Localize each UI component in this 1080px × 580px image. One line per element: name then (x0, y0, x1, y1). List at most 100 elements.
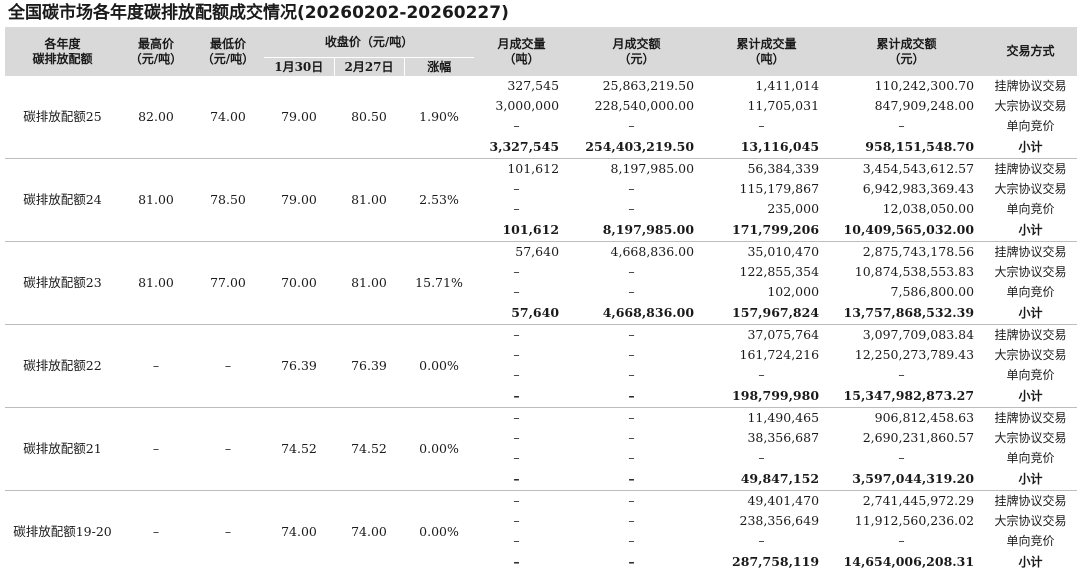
trade-mode: 小计 (1018, 223, 1043, 237)
subtotal-row: – – 49,847,152 3,597,044,319.20 小计 (5, 468, 1077, 491)
table-row: 碳排放配额22 – – 76.39 76.39 0.00% – – 37,075,764 3,09… (5, 325, 1077, 373)
cum-amount: 3,454,543,612.57 (862, 161, 975, 176)
table-row: 碳排放配额23 81.00 77.00 70.00 81.00 15.71% 57,640 4… (5, 242, 1077, 290)
month-volume: – (513, 493, 520, 508)
month-volume: – (513, 367, 520, 382)
trade-mode: 挂牌协议交易 (994, 494, 1067, 508)
header-month-amount: 月成交额 （元） (569, 27, 705, 76)
trade-mode: 大宗协议交易 (994, 265, 1067, 279)
year-label: 碳排放配额21 (23, 441, 102, 456)
trade-mode: 单向竞价 (1006, 119, 1055, 133)
subtotal-row: – – 198,799,980 15,347,982,873.27 小计 (5, 385, 1077, 408)
month-volume: – (513, 388, 520, 403)
month-amount: 8,197,985.00 (610, 161, 695, 176)
header-close: 收盘价（元/吨） (264, 27, 475, 58)
cum-volume: 13,116,045 (740, 139, 820, 154)
month-amount: 4,668,836.00 (602, 305, 695, 320)
cum-amount: 7,586,800.00 (890, 284, 975, 299)
year-label: 碳排放配额19-20 (13, 524, 112, 539)
trade-mode: 小计 (1018, 555, 1043, 569)
cum-volume: 11,705,031 (747, 98, 820, 113)
month-amount: – (628, 430, 635, 445)
cum-volume: 171,799,206 (732, 222, 820, 237)
group-1: 碳排放配额24 81.00 78.50 79.00 81.00 2.53% 101,612 8… (5, 159, 1078, 242)
month-volume: – (513, 410, 520, 425)
cum-volume: – (758, 118, 765, 133)
change-pct: 1.90% (419, 109, 459, 124)
month-amount: – (628, 264, 635, 279)
group-2: 碳排放配额23 81.00 77.00 70.00 81.00 15.71% 57,640 4… (5, 242, 1078, 325)
cum-amount: 13,757,868,532.39 (843, 305, 975, 320)
high-price: 81.00 (138, 192, 174, 207)
close-feb27: 74.00 (351, 524, 387, 539)
cum-amount: 2,875,743,178.56 (862, 244, 975, 259)
month-volume: – (513, 450, 520, 465)
month-amount: – (628, 533, 635, 548)
trade-mode: 大宗协议交易 (994, 99, 1067, 113)
high-price: – (152, 358, 160, 373)
close-jan30: 79.00 (281, 192, 317, 207)
cum-volume: 157,967,824 (732, 305, 820, 320)
month-amount: – (628, 388, 635, 403)
cum-amount: – (898, 450, 905, 465)
cum-volume: 49,847,152 (740, 471, 820, 486)
month-amount: – (628, 513, 635, 528)
trade-mode: 大宗协议交易 (994, 348, 1067, 362)
header-month-volume: 月成交量 （吨） (474, 27, 570, 76)
table-row: – – 38,356,687 2,690,231,860.57 大宗协议交易 (5, 428, 1077, 448)
cum-amount: 15,347,982,873.27 (843, 388, 975, 403)
month-volume: – (513, 264, 520, 279)
month-volume: – (513, 533, 520, 548)
year-label: 碳排放配额25 (23, 109, 102, 124)
header-close-d1: 1月30日 (264, 57, 334, 76)
cum-volume: 102,000 (767, 284, 820, 299)
table-row: – – 235,000 12,038,050.00 单向竞价 (5, 199, 1077, 219)
high-price: 81.00 (138, 275, 174, 290)
cum-volume: 115,179,867 (739, 181, 820, 196)
cum-amount: 12,038,050.00 (882, 201, 975, 216)
month-volume: – (513, 471, 520, 486)
cum-amount: 958,151,548.70 (865, 139, 975, 154)
high-price: – (152, 524, 160, 539)
group-3: 碳排放配额22 – – 76.39 76.39 0.00% – – 37,075,764 3,09… (5, 325, 1078, 408)
close-jan30: 74.00 (281, 524, 317, 539)
month-volume: – (513, 201, 520, 216)
subtotal-row: 101,612 8,197,985.00 171,799,206 10,409,565… (5, 219, 1077, 242)
table-row: – – 238,356,649 11,912,560,236.02 大宗协议交易 (5, 511, 1077, 531)
trade-mode: 单向竞价 (1006, 202, 1055, 216)
table-row: – – – – 单向竞价 (5, 116, 1077, 136)
cum-amount: 14,654,006,208.31 (843, 554, 975, 569)
table-row: – – – – 单向竞价 (5, 448, 1077, 468)
month-amount: 4,668,836.00 (610, 244, 695, 259)
table-row: – – 115,179,867 6,942,983,369.43 大宗协议交易 (5, 179, 1077, 199)
close-feb27: 76.39 (351, 358, 387, 373)
trade-mode: 挂牌协议交易 (994, 411, 1067, 425)
month-amount: 254,403,219.50 (585, 139, 695, 154)
cum-volume: 35,010,470 (747, 244, 820, 259)
month-amount: – (628, 450, 635, 465)
table-row: 碳排放配额19-20 – – 74.00 74.00 0.00% – – 49,401,470 2… (5, 491, 1077, 539)
month-amount: – (628, 367, 635, 382)
year-label: 碳排放配额23 (23, 275, 102, 290)
close-feb27: 80.50 (351, 109, 387, 124)
trade-mode: 小计 (1018, 306, 1043, 320)
trade-mode: 小计 (1018, 140, 1043, 154)
close-feb27: 74.52 (351, 441, 387, 456)
month-volume: – (513, 513, 520, 528)
low-price: – (224, 524, 232, 539)
month-volume: – (513, 118, 520, 133)
change-pct: 15.71% (415, 275, 463, 290)
low-price: – (224, 441, 232, 456)
month-volume: 101,612 (507, 161, 560, 176)
change-pct: 0.00% (419, 441, 459, 456)
close-jan30: 70.00 (281, 275, 317, 290)
cum-amount: 110,242,300.70 (874, 78, 975, 93)
trade-mode: 单向竞价 (1006, 451, 1055, 465)
change-pct: 0.00% (419, 358, 459, 373)
trading-table: 各年度 碳排放配额 最高价 （元/吨） 最低价 （元/吨） 收盘价（元/吨） 月成交量… (5, 27, 1078, 573)
low-price: 77.00 (210, 275, 246, 290)
header-high: 最高价 （元/吨） (120, 27, 192, 76)
change-pct: 0.00% (419, 524, 459, 539)
header-close-d2: 2月27日 (333, 57, 405, 76)
group-4: 碳排放配额21 – – 74.52 74.52 0.00% – – 11,490,465 906,… (5, 408, 1078, 491)
